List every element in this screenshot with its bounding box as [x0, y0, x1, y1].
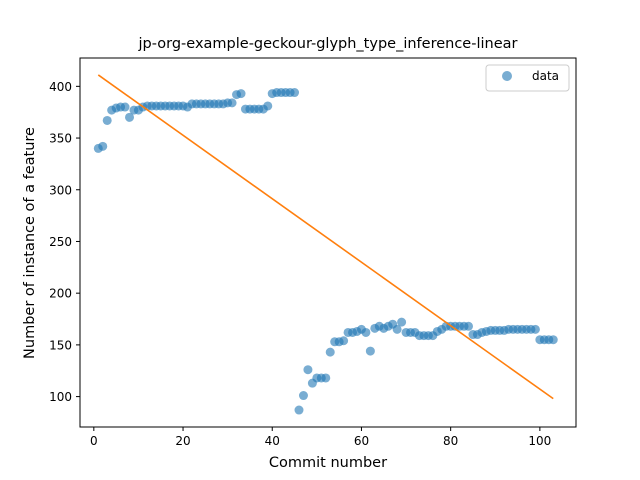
legend-marker: [502, 71, 512, 81]
x-ticks: 0 20 40 60 80 100: [90, 427, 551, 448]
data-point: [227, 98, 237, 108]
x-tick-label: 0: [90, 434, 98, 448]
data-point: [530, 324, 540, 334]
data-points: [93, 88, 558, 415]
legend: data: [485, 64, 570, 92]
data-point: [298, 391, 308, 401]
fit-line-group: [97, 74, 554, 400]
y-tick-label: 350: [49, 132, 72, 146]
y-axis-label: Number of instance of a feature: [22, 127, 38, 359]
x-axis-label: Commit number: [269, 455, 387, 471]
data-point: [102, 115, 112, 125]
x-tick-label: 40: [265, 434, 280, 448]
x-tick-label: 100: [528, 434, 551, 448]
data-point: [397, 317, 407, 327]
data-point: [294, 405, 304, 415]
data-point: [325, 347, 335, 357]
y-tick-label: 150: [49, 338, 72, 352]
data-point: [365, 346, 375, 356]
data-point: [120, 102, 130, 112]
data-point: [548, 335, 558, 345]
y-tick-label: 400: [49, 80, 72, 94]
y-tick-label: 200: [49, 287, 72, 301]
fit-line: [97, 74, 554, 400]
data-point: [361, 327, 371, 337]
data-point: [339, 336, 349, 346]
data-point: [98, 141, 108, 151]
y-tick-label: 300: [49, 183, 72, 197]
data-point: [125, 112, 135, 122]
y-ticks: 100 150 200 250 300 350 400: [49, 80, 80, 404]
legend-label: data: [532, 69, 559, 83]
data-point: [303, 365, 313, 375]
x-tick-label: 60: [354, 434, 369, 448]
axes: [79, 57, 577, 428]
data-point: [321, 373, 331, 383]
data-point: [263, 101, 273, 111]
x-tick-label: 20: [175, 434, 190, 448]
data-point: [290, 88, 300, 98]
data-point: [392, 324, 402, 334]
chart-title: jp-org-example-geckour-glyph_type_infere…: [138, 36, 518, 52]
data-point: [236, 89, 246, 99]
y-tick-label: 100: [49, 390, 72, 404]
x-tick-label: 80: [443, 434, 458, 448]
axes-frame: [79, 57, 577, 428]
y-tick-label: 250: [49, 235, 72, 249]
data-point: [464, 321, 473, 331]
